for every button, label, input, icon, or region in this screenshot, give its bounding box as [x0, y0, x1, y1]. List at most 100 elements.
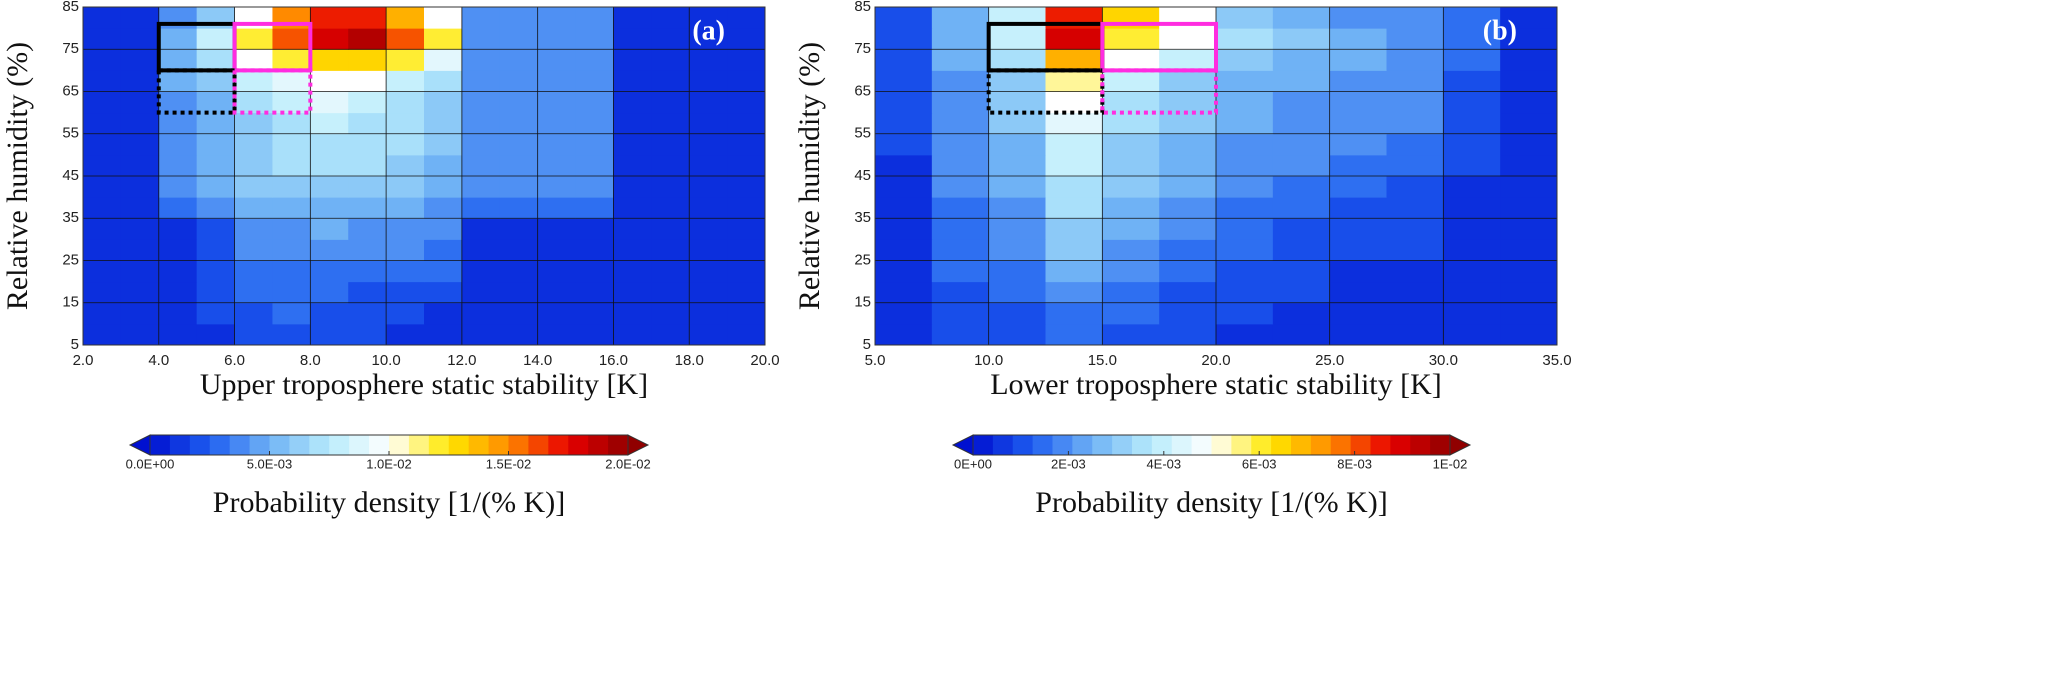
heatmap-cell: [689, 218, 728, 240]
x-tick-label: 5.0: [865, 352, 886, 369]
heatmap-cell: [1500, 49, 1558, 71]
heatmap-cell: [234, 70, 273, 92]
heatmap-cell: [386, 260, 425, 283]
heatmap-cell: [272, 176, 311, 198]
heatmap-cell: [1386, 176, 1444, 198]
y-tick-label: 75: [854, 40, 871, 57]
heatmap-cell: [158, 49, 198, 71]
heatmap-cell: [234, 302, 273, 325]
heatmap-cell: [1386, 7, 1444, 29]
heatmap-cell: [689, 239, 728, 261]
heatmap-cell: [234, 281, 273, 304]
colorbar-segment: [150, 435, 171, 455]
heatmap-cell: [83, 176, 122, 198]
colorbar-segment: [428, 435, 450, 455]
heatmap-cell: [1216, 197, 1274, 219]
heatmap-cell: [272, 112, 311, 135]
y-tick-label: 5: [71, 336, 79, 353]
heatmap-cell: [499, 218, 539, 240]
heatmap-cell: [931, 154, 990, 177]
heatmap-cell: [1045, 176, 1103, 198]
heatmap-cell: [1102, 197, 1160, 219]
heatmap-cell: [310, 112, 349, 135]
heatmap-cell: [1216, 302, 1274, 325]
colorbar-segment: [389, 435, 410, 455]
x-tick-label: 18.0: [675, 352, 704, 369]
heatmap-cell: [931, 239, 990, 261]
x-tick-label: 6.0: [224, 352, 245, 369]
heatmap-cell: [461, 323, 501, 346]
colorbar-segment: [169, 435, 191, 455]
heatmap-cell: [689, 176, 728, 198]
heatmap-cell: [83, 154, 122, 177]
heatmap-cell: [875, 112, 933, 135]
heatmap-cell: [537, 133, 577, 156]
x-tick-label: 35.0: [1542, 352, 1571, 369]
heatmap-cell: [651, 176, 690, 198]
heatmap-cell: [727, 70, 766, 92]
heatmap-cell: [1329, 218, 1387, 240]
heatmap-cell: [1443, 7, 1501, 29]
heatmap-cell: [988, 260, 1046, 283]
heatmap-cell: [689, 302, 728, 325]
panel-label: (a): [692, 15, 725, 46]
heatmap-cell: [1386, 49, 1444, 71]
heatmap-cell: [310, 218, 349, 240]
colorbar-segment: [468, 435, 490, 455]
heatmap-cell: [575, 176, 614, 198]
heatmap-cell: [988, 197, 1046, 219]
heatmap-cell: [613, 70, 652, 92]
heatmap-cell: [1500, 197, 1558, 219]
colorbar-segment: [1310, 435, 1332, 455]
heatmap-cell: [651, 70, 690, 92]
heatmap-cell: [689, 260, 728, 283]
heatmap-cell: [424, 302, 463, 325]
colorbar-segment: [1430, 435, 1451, 455]
heatmap-cell: [1329, 91, 1387, 114]
heatmap-cell: [575, 91, 614, 114]
heatmap-cell: [424, 7, 463, 29]
heatmap-cell: [931, 70, 990, 92]
heatmap-cell: [1159, 112, 1217, 135]
colorbar-segment: [1390, 435, 1411, 455]
heatmap-cell: [272, 70, 311, 92]
heatmap-cell: [613, 176, 652, 198]
heatmap-cell: [424, 133, 463, 156]
heatmap-cell: [931, 281, 990, 304]
heatmap-cell: [1386, 281, 1444, 304]
heatmap-cell: [424, 49, 463, 71]
heatmap-cell: [196, 133, 236, 156]
heatmap-cell: [651, 302, 690, 325]
colorbar-segment: [588, 435, 609, 455]
colorbar-segment: [992, 435, 1014, 455]
heatmap-cell: [1329, 70, 1387, 92]
x-tick-label: 25.0: [1315, 352, 1344, 369]
colorbar-tick-label: 8E-03: [1337, 456, 1372, 471]
heatmap-cell: [1216, 154, 1274, 177]
heatmap-cell: [931, 28, 990, 50]
heatmap-cell: [931, 176, 990, 198]
heatmap-cell: [120, 323, 160, 346]
heatmap-cell: [1443, 49, 1501, 71]
colorbar-segment: [1032, 435, 1053, 455]
heatmap-cell: [234, 91, 273, 114]
heatmap-cell: [1045, 154, 1103, 177]
heatmap-cell: [727, 154, 766, 177]
heatmap-cell: [1045, 218, 1103, 240]
heatmap-cell: [1272, 218, 1331, 240]
heatmap-cell: [461, 218, 501, 240]
heatmap-cell: [386, 70, 425, 92]
heatmap-cell: [537, 323, 577, 346]
heatmap-cell: [348, 323, 387, 346]
heatmap-cell: [310, 154, 349, 177]
heatmap-cell: [1272, 49, 1331, 71]
heatmap-cell: [234, 176, 273, 198]
heatmap-cell: [651, 91, 690, 114]
heatmap-cell: [1386, 133, 1444, 156]
heatmap-cell: [461, 91, 501, 114]
heatmap-cell: [499, 239, 539, 261]
heatmap-cell: [386, 176, 425, 198]
heatmap-cell: [689, 323, 728, 346]
heatmap-cell: [1272, 91, 1331, 114]
colorbar-segment: [1191, 435, 1212, 455]
